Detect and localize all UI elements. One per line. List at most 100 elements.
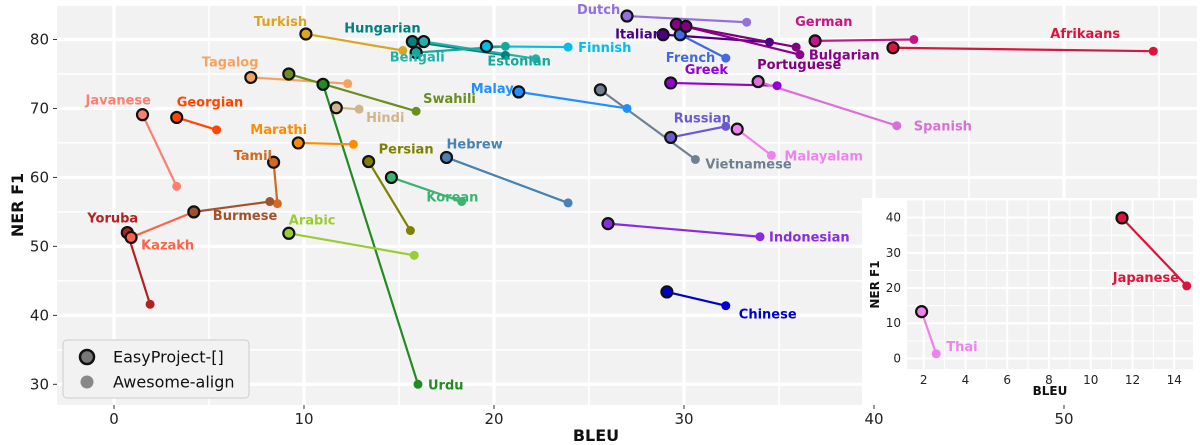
x-tick-label: 0 [109,410,119,428]
easy-point-persian [362,154,376,169]
inset-x-tick-label: 6 [1003,373,1011,387]
legend-label-easyproject: EasyProject-[] [113,348,224,367]
label-javanese: Javanese [85,94,152,109]
inset-easy-point-japanese [1115,211,1129,225]
easyproject-points [120,9,900,299]
label-marathi: Marathi [250,123,307,138]
x-axis-title: BLEU [573,426,619,445]
easy-point-kazakh [124,230,138,245]
awesome-point-turkish [398,46,408,56]
awesome-point-french [721,53,731,63]
x-tick-label: 40 [864,410,883,428]
awesome-point-bulgarian [795,50,805,60]
inset-awesome-point-thai [931,349,941,359]
connector-chinese [666,290,727,307]
label-hungarian: Hungarian [344,22,420,37]
inset-x-tick-label: 12 [1125,373,1140,387]
label-malayalam: Malayalam [784,149,863,164]
easy-point-swahili [282,67,296,81]
awesome-point-persian [405,226,415,236]
easy-point-burmese [187,205,201,219]
easy-point-german [808,34,822,48]
connector-korean [391,176,463,203]
label-turkish: Turkish [254,15,307,30]
easy-point-hindi [329,101,343,115]
connector-afrikaans [892,46,1154,53]
inset-y-tick-label: 20 [886,281,901,295]
x-tick-label: 50 [1054,410,1073,428]
connector-urdu [321,83,420,385]
connector-tamil [272,162,279,204]
x-tick-label: 30 [674,410,693,428]
language-labels: Turkish Hungarian Bengali Finnish Estonian Du… [85,3,1121,393]
label-bengali: Bengali [390,51,445,66]
connector-russian [670,125,727,139]
connector-malay [518,90,628,110]
awesome-point-portuguese [791,42,801,52]
inset-y-tick-label: 10 [886,316,901,330]
awesome-point-urdu [413,379,423,389]
connector-georgian [176,116,217,131]
connector-spanish [757,80,898,127]
connector-bengali [423,40,536,60]
y-tick-label: 80 [30,30,49,48]
inset-x-axis-title: BLEU [1033,384,1068,398]
legend-marker-awesome-align [80,375,94,389]
easy-point-afrikaans [886,41,900,55]
label-georgian: Georgian [177,95,244,110]
inset-y-tick-label: 40 [886,211,901,225]
label-french: French [666,51,716,66]
awesome-point-spanish [892,121,902,131]
connector-french [679,33,727,60]
inset-label-thai: Thai [946,340,977,355]
y-tick-label: 60 [30,168,49,186]
y-axis-title: NER F1 [8,173,27,237]
easy-point-bengali [417,34,431,49]
label-vietnamese: Vietnamese [705,157,791,172]
connector-persian [367,160,412,232]
awesome-point-tagalog [343,79,353,89]
connector-burmese [193,200,270,213]
awesome-point-russian [721,121,731,131]
awesome-point-burmese [265,197,275,207]
x-tick-label: 10 [294,410,313,428]
easy-point-greek [664,76,678,90]
awesome-point-swahili [411,106,421,116]
awesome-point-georgian [212,125,222,135]
label-greek: Greek [685,63,729,78]
easy-point-estonian [409,45,423,60]
awesome-point-hungarian [500,50,510,60]
easy-point-hebrew [439,150,454,165]
label-burmese: Burmese [213,209,278,224]
awesome-point-estonian [500,41,510,51]
inset-easy-point-thai [915,305,929,319]
awesome-point-indonesian [755,232,765,242]
easy-point-portuguese [679,19,693,33]
awesome-point-bengali [531,54,541,64]
awesome-point-tamil [272,199,282,209]
inset-x-tick-label: 2 [920,373,928,387]
y-tick-label: 40 [30,306,49,324]
awesome-point-afrikaans [1148,46,1158,56]
easy-point-russian [664,130,678,145]
connector-tagalog [250,76,348,85]
easy-point-hungarian [405,34,419,49]
legend-box [62,339,250,399]
awesome-point-greek [772,81,782,91]
awesome-point-hindi [354,104,364,114]
connector-portuguese [685,25,797,49]
label-bulgarian: Bulgarian [809,49,880,64]
easy-point-italian [656,28,670,42]
connector-lines [126,14,1154,385]
label-malay: Malay [471,82,515,97]
label-tagalog: Tagalog [202,55,259,70]
connector-indonesian [607,222,761,238]
easy-point-marathi [291,136,305,150]
label-urdu: Urdu [428,378,464,393]
x-tick-label: 20 [484,410,503,428]
awesome-point-chinese [721,301,731,311]
awesome-point-yoruba [145,299,155,309]
connector-javanese [141,114,178,187]
y-tick-label: 70 [30,99,49,117]
inset-x-tick-label: 10 [1083,373,1098,387]
